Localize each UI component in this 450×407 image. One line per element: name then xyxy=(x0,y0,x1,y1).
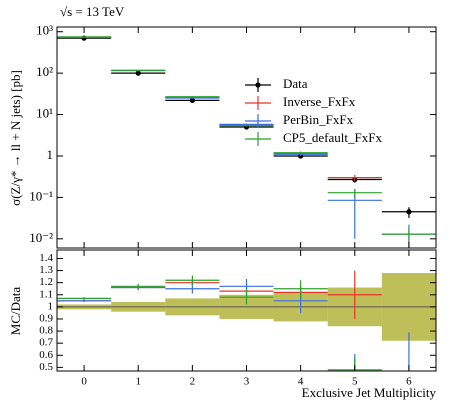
y-tick-label: 0.6 xyxy=(39,349,53,361)
x-tick-label: 5 xyxy=(352,376,358,388)
legend-item: PerBin_FxFx xyxy=(245,112,354,128)
legend-label: Data xyxy=(283,76,308,91)
y-tick-label: 10¹ xyxy=(36,106,53,121)
legend-item: Data xyxy=(245,76,308,92)
y-axis-label: σ(Z/γ* → ll + N jets) [pb] xyxy=(8,70,23,206)
x-tick-label: 4 xyxy=(298,376,304,388)
y-tick-label: 0.9 xyxy=(39,313,53,325)
y-tick-label: 0.8 xyxy=(39,325,53,337)
y-tick-label: 1.4 xyxy=(39,252,53,264)
legend-item: CP5_default_FxFx xyxy=(245,130,382,146)
x-axis-label: Exclusive Jet Multiplicity xyxy=(302,385,437,400)
data-point xyxy=(135,70,141,76)
y-tick-label: 10⁻² xyxy=(29,230,53,245)
y-tick-label: 10³ xyxy=(36,23,53,38)
x-tick-label: 6 xyxy=(406,376,412,388)
data-point xyxy=(406,209,412,215)
y-tick-label: 1 xyxy=(48,300,54,312)
legend-label: Inverse_FxFx xyxy=(283,94,356,109)
legend-label: CP5_default_FxFx xyxy=(283,130,382,145)
plot-area xyxy=(57,270,436,371)
y-tick-label: 10⁻¹ xyxy=(29,188,53,203)
chart-title: √s = 13 TeV xyxy=(60,4,125,19)
y-tick-label: 0.5 xyxy=(39,361,53,373)
y-tick-label: 1.1 xyxy=(39,288,53,300)
x-tick-label: 1 xyxy=(135,376,141,388)
x-tick-label: 2 xyxy=(190,376,196,388)
legend-label: PerBin_FxFx xyxy=(283,112,354,127)
y-tick-label: 0.7 xyxy=(39,337,53,349)
ratio-y-axis-label: MC/Data xyxy=(8,287,23,336)
plot-area xyxy=(57,35,436,248)
legend-item: Inverse_FxFx xyxy=(245,94,356,110)
y-tick-label: 1 xyxy=(47,147,54,162)
x-tick-label: 3 xyxy=(244,376,250,388)
data-point xyxy=(189,97,195,103)
y-tick-label: 1.3 xyxy=(39,264,53,276)
legend-marker xyxy=(255,82,261,88)
y-tick-label: 10² xyxy=(36,64,53,79)
y-tick-label: 1.2 xyxy=(39,276,53,288)
x-tick-label: 0 xyxy=(81,376,87,388)
